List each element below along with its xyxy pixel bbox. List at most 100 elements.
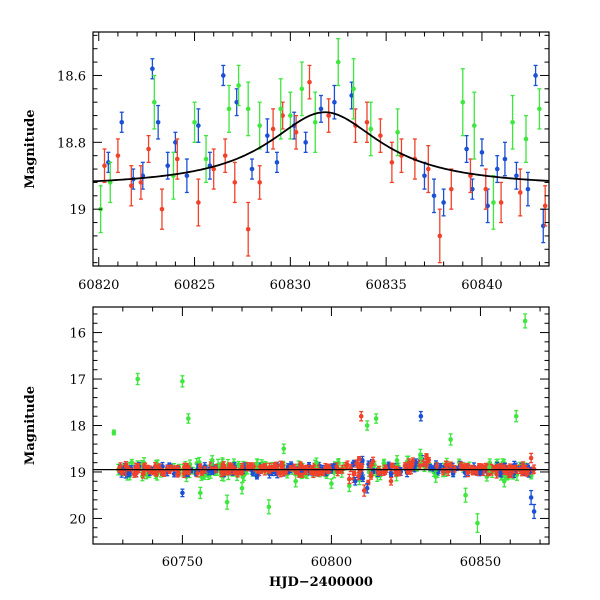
y-tick-label: 19	[69, 466, 86, 481]
data-point-blue	[349, 81, 354, 110]
bottom-panel-full: 60750 60800 60850 16 17 18 19 20 Magnitude HJD−24…	[23, 306, 550, 590]
data-point-red	[222, 138, 228, 174]
data-point-green	[448, 433, 453, 446]
data-point-red	[410, 457, 416, 465]
data-point-green	[245, 81, 251, 137]
data-point-red	[115, 138, 121, 174]
y-tick-label: 18	[69, 420, 86, 435]
data-point-red	[196, 178, 201, 227]
data-point-red	[274, 466, 279, 472]
data-point-red	[406, 458, 412, 468]
data-point-blue	[438, 462, 443, 470]
data-point-green	[329, 478, 334, 489]
data-point-red	[326, 98, 331, 133]
data-point-green	[203, 134, 209, 184]
data-point-red	[542, 185, 548, 227]
data-point-red	[364, 101, 370, 143]
y-axis-label: Magnitude	[23, 109, 38, 188]
data-point-red	[138, 165, 144, 200]
y-tick-label: 18.6	[57, 69, 86, 84]
data-point-green	[239, 482, 245, 495]
data-point-green	[394, 455, 400, 466]
x-tick-label: 60820	[78, 278, 119, 293]
data-point-green	[312, 91, 318, 153]
data-point-green	[368, 101, 374, 157]
data-point-green	[501, 475, 507, 488]
data-point-green	[257, 101, 262, 150]
data-point-red	[448, 461, 453, 469]
data-point-green	[523, 114, 529, 164]
model-curve	[93, 111, 549, 183]
data-point-red	[361, 484, 367, 497]
data-point-blue	[140, 161, 146, 190]
data-point-red	[368, 473, 374, 479]
data-point-red	[351, 470, 357, 477]
data-point-blue	[479, 138, 485, 167]
data-point-green	[522, 313, 528, 329]
data-point-blue	[418, 410, 424, 422]
data-point-blue	[494, 155, 500, 184]
y-tick-label: 17	[69, 373, 86, 388]
data-point-green	[135, 372, 141, 386]
data-point-red	[426, 456, 432, 464]
data-point-blue	[274, 151, 280, 174]
data-point-green	[288, 91, 293, 140]
data-point-green	[463, 487, 468, 503]
data-point-red	[197, 463, 203, 470]
data-point-green	[460, 68, 466, 137]
data-point-green	[192, 101, 197, 143]
data-point-green	[364, 420, 370, 431]
data-point-red	[498, 181, 504, 224]
data-point-red	[146, 134, 151, 164]
y-tick-label: 20	[69, 512, 86, 527]
y-tick-label: 18.8	[57, 136, 86, 151]
data-point-green	[226, 84, 232, 133]
data-point-green	[209, 455, 215, 466]
data-point-blue	[525, 171, 531, 207]
data-point-red	[378, 118, 383, 153]
data-point-blue	[531, 503, 537, 520]
top-panel-zoom: 60820 60825 60830 60835 60840 18.6 18.8 19 Magni…	[23, 31, 550, 293]
data-point-red	[262, 462, 268, 470]
data-point-red	[159, 188, 165, 230]
data-point-green	[236, 460, 241, 469]
data-point-red	[232, 161, 238, 204]
data-point-green	[395, 108, 400, 157]
x-tick-label: 60830	[270, 278, 311, 293]
data-point-green	[433, 470, 439, 483]
data-point-red	[129, 165, 134, 207]
data-point-green	[537, 88, 542, 130]
data-point-blue	[196, 108, 201, 143]
data-point-blue	[431, 178, 437, 214]
data-point-green	[278, 78, 284, 140]
y-tick-label: 16	[69, 327, 86, 342]
data-point-blue	[318, 94, 324, 123]
data-point-green	[281, 443, 287, 455]
data-point-blue	[126, 471, 132, 478]
data-point-red	[141, 470, 146, 476]
data-point-red	[175, 138, 180, 180]
data-point-green	[224, 494, 230, 510]
data-point-green	[254, 458, 260, 469]
data-point-green	[510, 94, 515, 150]
data-point-blue	[209, 468, 215, 475]
data-point-green	[513, 409, 519, 423]
axes-frame	[92, 31, 550, 267]
data-point-red	[388, 476, 394, 486]
data-point-blue	[464, 134, 469, 164]
data-point-blue	[528, 489, 534, 506]
data-point-blue	[533, 64, 538, 87]
data-point-green	[293, 475, 298, 488]
data-point-blue	[352, 476, 358, 486]
y-tick-label: 19	[69, 203, 86, 218]
data-point-red	[528, 452, 534, 464]
data-point-blue	[388, 471, 394, 478]
data-point-red	[131, 470, 137, 478]
data-point-green	[266, 499, 272, 515]
data-point-green	[236, 64, 241, 107]
data-point-red	[102, 148, 107, 184]
data-point-blue	[184, 158, 190, 194]
data-point-blue	[254, 473, 260, 480]
data-point-green	[351, 58, 356, 120]
data-point-blue	[498, 470, 503, 478]
